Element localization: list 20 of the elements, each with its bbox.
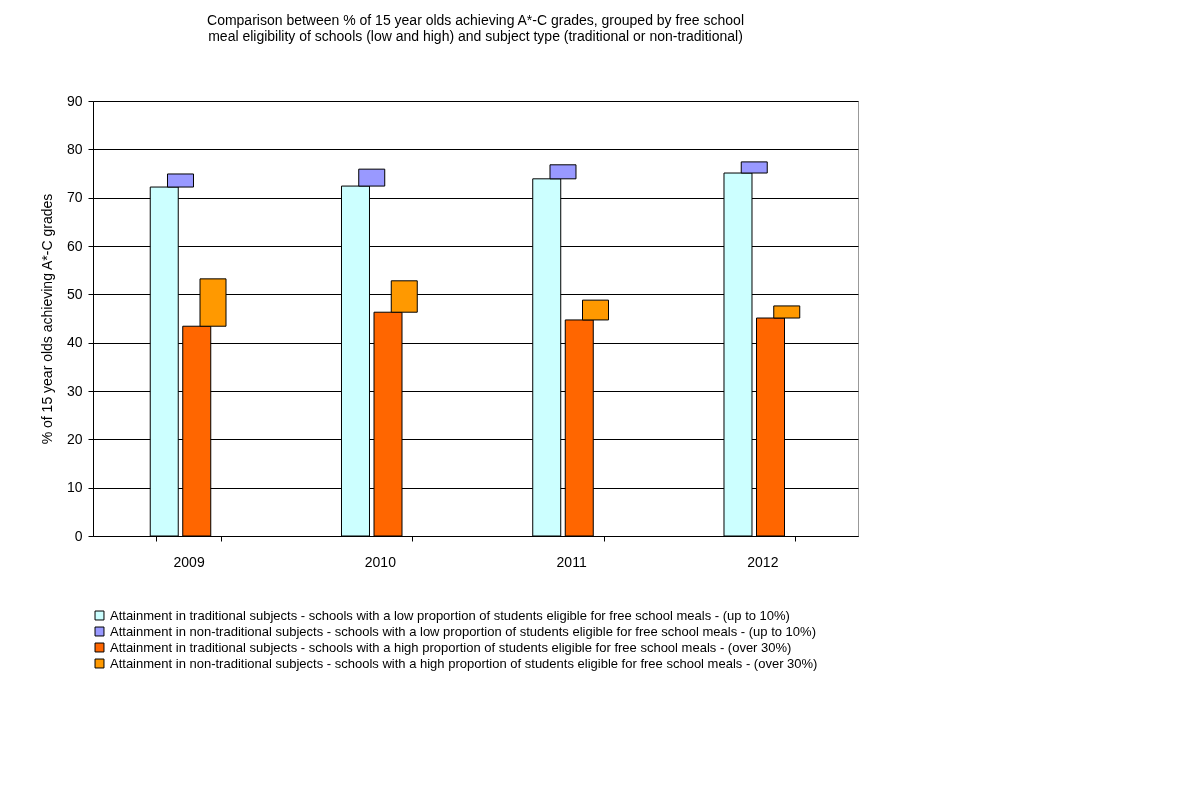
legend-label: Attainment in non-traditional subjects - schools with a low proportion of students eligible for free school meals - (up to 10%) — [110, 623, 816, 639]
y-tick-label: 90 — [66, 92, 83, 109]
y-tick-label: 0 — [74, 527, 83, 544]
legend-label: Attainment in traditional subjects - schools with a low proportion of students eligible for free school meals - (up to 10%) — [110, 607, 790, 623]
y-tick-label: 10 — [66, 479, 83, 496]
y-tick-label: 60 — [66, 237, 83, 254]
y-tick-label: 20 — [66, 430, 83, 447]
y-tick-label: 80 — [66, 140, 83, 157]
x-tick-label: 2009 — [173, 553, 205, 570]
y-tick-label: 70 — [66, 189, 83, 206]
y-axis-title: % of 15 year olds achieving A*-C grades — [38, 193, 55, 445]
y-tick-label: 50 — [66, 285, 83, 302]
y-tick-label: 40 — [66, 334, 83, 351]
chart-title: Comparison between % of 15 year olds achieving A*-C grades, grouped by free school meal eligibility of schools (low and high) and subject type (traditional or non-traditional) — [207, 12, 744, 44]
y-tick-label: 30 — [66, 382, 83, 399]
x-tick-label: 2011 — [556, 553, 587, 570]
x-tick-label: 2012 — [747, 553, 779, 570]
x-tick-label: 2010 — [364, 553, 397, 570]
legend-label: Attainment in non-traditional subjects - schools with a high proportion of students eligible for free school meals - (over 30%) — [110, 655, 818, 671]
legend-label: Attainment in traditional subjects - schools with a high proportion of students eligible for free school meals - (over 30%) — [110, 639, 792, 655]
